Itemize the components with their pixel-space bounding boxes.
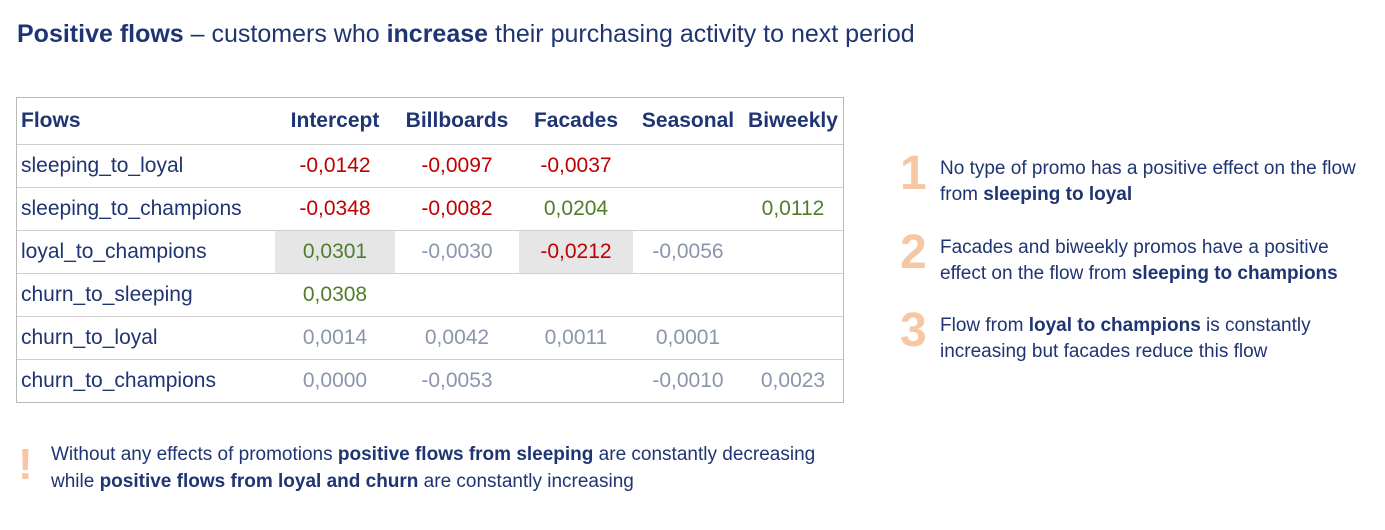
value-cell: [743, 274, 843, 316]
value-cell: [743, 317, 843, 359]
title-text-1: – customers who: [183, 20, 387, 48]
header-seasonal: Seasonal: [641, 109, 735, 132]
value-cell: 0,0023: [760, 369, 826, 392]
value-cell: [519, 360, 633, 402]
value-cell: [519, 274, 633, 316]
page-title: Positive flows – customers who increase …: [17, 20, 915, 49]
value-cell: -0,0053: [421, 369, 493, 392]
insight-bold: loyal to champions: [1028, 315, 1201, 336]
note-text: Without any effects of promotions positi…: [51, 441, 858, 495]
insight-bold: sleeping to loyal: [983, 184, 1133, 205]
title-text-2: their purchasing activity to next period: [488, 20, 915, 48]
table-row: churn_to_sleeping 0,0308: [17, 274, 843, 317]
value-cell: [743, 145, 843, 187]
value-cell: 0,0011: [544, 326, 608, 349]
flow-name: loyal_to_champions: [21, 240, 207, 263]
value-cell: 0,0000: [302, 369, 368, 392]
insight-number: 3: [900, 304, 927, 357]
insight-3: 3 Flow from loyal to champions is consta…: [900, 307, 1370, 365]
insight-bold: sleeping to champions: [1131, 263, 1338, 284]
value-cell: -0,0010: [652, 369, 724, 392]
header-intercept: Intercept: [290, 109, 380, 132]
note-text-part: are constantly decreasing while: [51, 444, 816, 492]
insight-text-part: Flow from: [940, 315, 1029, 336]
insight-number: 1: [900, 147, 927, 200]
title-bold-positive-flows: Positive flows: [17, 20, 184, 48]
value-cell: -0,0082: [421, 197, 493, 220]
value-cell: [633, 145, 743, 187]
value-cell: 0,0042: [424, 326, 490, 349]
value-cell: 0,0112: [761, 197, 825, 220]
title-bold-increase: increase: [386, 20, 489, 48]
value-cell: 0,0014: [302, 326, 368, 349]
flow-name: sleeping_to_loyal: [21, 154, 184, 177]
note-text-part: are constantly increasing: [418, 471, 634, 492]
insight-1: 1 No type of promo has a positive effect…: [900, 150, 1370, 208]
insight-text: Facades and biweekly promos have a posit…: [940, 235, 1370, 287]
table-row: churn_to_loyal 0,0014 0,0042 0,0011 0,00…: [17, 317, 843, 360]
flows-coefficients-table: Flows Intercept Billboards Facades Seaso…: [16, 97, 844, 403]
exclamation-icon: !: [18, 440, 33, 489]
flow-name: sleeping_to_champions: [21, 197, 242, 220]
flow-name: churn_to_loyal: [21, 326, 158, 349]
value-cell-highlighted: -0,0212: [519, 231, 633, 273]
header-flows: Flows: [21, 109, 81, 132]
insight-number: 2: [900, 226, 927, 279]
table-row: loyal_to_champions 0,0301 -0,0030 -0,021…: [17, 231, 843, 274]
value-cell: -0,0037: [540, 154, 612, 177]
summary-note: ! Without any effects of promotions posi…: [18, 441, 858, 495]
flow-name: churn_to_sleeping: [21, 283, 193, 306]
insight-text-part: No type of promo has a positive effect o…: [940, 158, 1356, 205]
value-cell: 0,0308: [302, 283, 368, 306]
table-header-row: Flows Intercept Billboards Facades Seaso…: [17, 98, 843, 145]
insight-text-part: Facades and biweekly promos have a posit…: [940, 237, 1329, 284]
value-cell: -0,0056: [652, 240, 724, 263]
header-billboards: Billboards: [405, 109, 509, 132]
value-cell: 0,0204: [543, 197, 609, 220]
value-cell: [633, 188, 743, 230]
insight-text-part: is constantly increasing but facades red…: [940, 315, 1311, 362]
value-cell: -0,0348: [299, 197, 371, 220]
note-bold: positive flows from sleeping: [337, 444, 594, 465]
value-cell: -0,0097: [421, 154, 493, 177]
note-text-part: Without any effects of promotions: [51, 444, 338, 465]
header-facades: Facades: [533, 109, 619, 132]
insight-2: 2 Facades and biweekly promos have a pos…: [900, 229, 1370, 287]
insight-text: Flow from loyal to champions is constant…: [940, 313, 1370, 365]
value-cell: [633, 274, 743, 316]
value-cell: -0,0142: [299, 154, 371, 177]
table-row: sleeping_to_champions -0,0348 -0,0082 0,…: [17, 188, 843, 231]
table-row: sleeping_to_loyal -0,0142 -0,0097 -0,003…: [17, 145, 843, 188]
insight-text: No type of promo has a positive effect o…: [940, 156, 1370, 208]
note-bold: positive flows from loyal and churn: [99, 471, 419, 492]
value-cell-highlighted: 0,0301: [275, 231, 395, 273]
flow-name: churn_to_champions: [21, 369, 216, 392]
table-row: churn_to_champions 0,0000 -0,0053 -0,001…: [17, 360, 843, 402]
header-biweekly: Biweekly: [748, 109, 838, 132]
value-cell: [743, 231, 843, 273]
value-cell: 0,0001: [655, 326, 721, 349]
value-cell: -0,0030: [421, 240, 493, 263]
value-cell: [395, 274, 519, 316]
